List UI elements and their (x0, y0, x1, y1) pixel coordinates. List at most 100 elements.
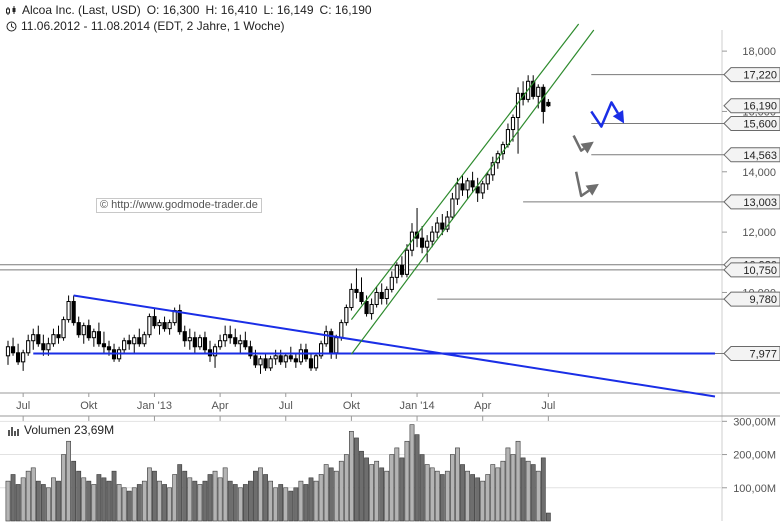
volume-bar (20, 477, 26, 522)
volume-bar (136, 484, 142, 522)
high-value: H: 16,410 (205, 3, 258, 17)
candle-body (202, 337, 208, 351)
volume-bar (61, 454, 66, 522)
candle-body (101, 343, 107, 348)
period-text: 11.06.2012 - 11.08.2014 (EDT, 2 Jahre, 1… (21, 19, 285, 33)
candle-body (319, 343, 324, 357)
volume-bar (439, 474, 445, 522)
candle-body (71, 301, 76, 324)
chart-period: 11.06.2012 - 11.08.2014 (EDT, 2 Jahre, 1… (6, 19, 291, 33)
chart-header: Alcoa Inc. (Last, USD) O: 16,300 H: 16,410… (6, 3, 378, 17)
volume-bar (91, 484, 97, 522)
volume-bar (192, 480, 198, 522)
candle-body (253, 355, 258, 366)
candle-body (349, 288, 354, 309)
level-tag (723, 262, 780, 278)
x-tick-label: Jul (541, 400, 555, 412)
volume-icon (8, 426, 19, 436)
volume-bar (76, 470, 82, 522)
volume-bar (242, 484, 248, 522)
candle-body (81, 325, 86, 336)
x-tick-label: Jul (279, 400, 293, 412)
candle-body (238, 340, 243, 345)
volume-bar (25, 470, 31, 522)
volume-bar (414, 434, 420, 522)
candle-body (394, 264, 399, 278)
volume-bar (500, 460, 506, 522)
volume-bar (404, 440, 410, 522)
candle-body (127, 340, 132, 345)
level-price-tags: 17,22016,19015,60014,56313,00310,92010,7… (723, 67, 780, 361)
volume-bar (354, 437, 359, 522)
volume-bar (298, 480, 304, 522)
volume-bar (147, 467, 152, 522)
volume-bar (182, 470, 188, 522)
candle-body (293, 358, 298, 363)
level-tag (723, 291, 780, 307)
volume-bar (303, 484, 309, 522)
candle-body (51, 334, 56, 345)
candle-body (106, 346, 112, 351)
candle-body (41, 343, 46, 351)
candle-body (374, 291, 379, 306)
candle-body (399, 264, 404, 275)
candle-body (248, 346, 253, 357)
projection-arrows (572, 101, 625, 198)
candle-body (283, 355, 288, 363)
watermark[interactable]: © http://www.godmode-trader.de (96, 198, 262, 213)
volume-label: Volumen 23,69M (8, 423, 114, 437)
candle-body (162, 322, 167, 330)
volume-bar (258, 467, 263, 522)
volume-bar (343, 454, 349, 522)
volume-bar (197, 484, 203, 522)
volume-bar (30, 467, 36, 522)
candle-body (177, 310, 182, 333)
candle-body (288, 355, 293, 360)
candle-body (515, 92, 521, 118)
volume-bar (172, 474, 178, 522)
candle-body (308, 358, 314, 369)
volume-bar (545, 512, 551, 522)
level-tag (723, 116, 780, 132)
volume-bar (157, 480, 162, 522)
x-tick-label: Okt (80, 400, 97, 412)
volume-bar (323, 464, 329, 522)
volume-bar (15, 484, 21, 522)
volume-bar (308, 477, 314, 522)
volume-bar (217, 477, 223, 522)
projection-path (590, 101, 620, 128)
candle-body (152, 316, 157, 327)
volume-bar (96, 474, 102, 522)
volume-bar (490, 464, 496, 522)
volume-bar (101, 477, 107, 522)
candle-body (212, 346, 218, 357)
volume-bar (419, 454, 425, 522)
volume-bar (268, 480, 273, 522)
volume-bar (35, 480, 41, 522)
y-tick-label: 18,000 (742, 46, 776, 58)
candle-body (167, 322, 172, 330)
volume-bar (444, 470, 450, 522)
level-tag-label: 16,190 (743, 101, 777, 113)
candle-body (228, 334, 233, 339)
candle-body (137, 337, 142, 345)
candle-body (197, 337, 203, 348)
candle-body (182, 331, 187, 342)
volume-bar (51, 477, 56, 522)
volume-bar (263, 474, 268, 522)
axis-layer: 18,00016,00014,00012,00010,000JulOktJan … (0, 30, 780, 521)
volume-bar (202, 480, 208, 522)
candle-body (86, 325, 91, 339)
volume-bar (460, 464, 465, 522)
volume-bar (379, 467, 385, 522)
candle-body (263, 358, 268, 369)
volume-bar (278, 484, 284, 522)
volume-bar (293, 487, 299, 522)
candle-body (313, 355, 319, 369)
volume-bar (131, 487, 137, 522)
x-tick-label: Jul (16, 400, 30, 412)
x-tick-label: Okt (343, 400, 360, 412)
candle-body (76, 322, 81, 336)
volume-bar (520, 457, 526, 522)
volume-bar (273, 487, 279, 522)
